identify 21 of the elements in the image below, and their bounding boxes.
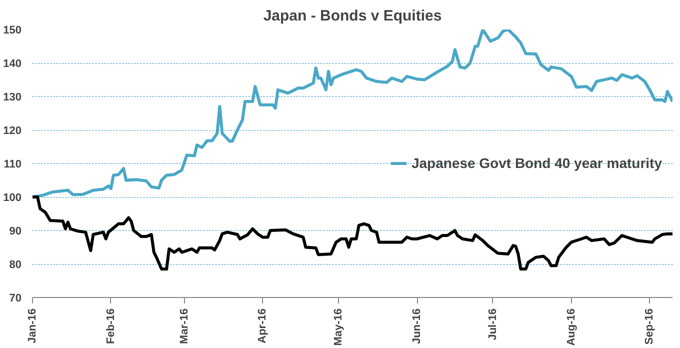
y-tick-label: 70 <box>9 292 22 304</box>
y-tick-label: 110 <box>4 158 22 170</box>
x-tick-label: Aug-16 <box>565 308 578 346</box>
x-tick-label: Sep-16 <box>644 308 656 345</box>
y-tick-label: 150 <box>3 24 22 36</box>
x-tick-label: Mar-16 <box>178 308 190 344</box>
x-tick-label: May-16 <box>332 308 345 346</box>
x-tick-label: Jun-16 <box>411 308 424 344</box>
x-tick-label: Feb-16 <box>104 308 117 344</box>
y-tick-label: 120 <box>3 125 22 137</box>
x-tick-label: Jan-16 <box>26 308 38 344</box>
y-tick-label: 130 <box>3 92 22 104</box>
chart-title: Japan - Bonds v Equities <box>263 8 442 24</box>
x-tick-label: Jul-16 <box>486 308 499 340</box>
y-tick-label: 90 <box>9 226 22 238</box>
y-tick-label: 80 <box>9 259 22 271</box>
y-tick-label: 100 <box>3 192 22 204</box>
x-tick-label: Apr-16 <box>256 308 269 344</box>
legend-label: Japanese Govt Bond 40 year maturity <box>411 155 662 171</box>
y-tick-label: 140 <box>3 58 22 70</box>
line-series <box>32 196 672 271</box>
